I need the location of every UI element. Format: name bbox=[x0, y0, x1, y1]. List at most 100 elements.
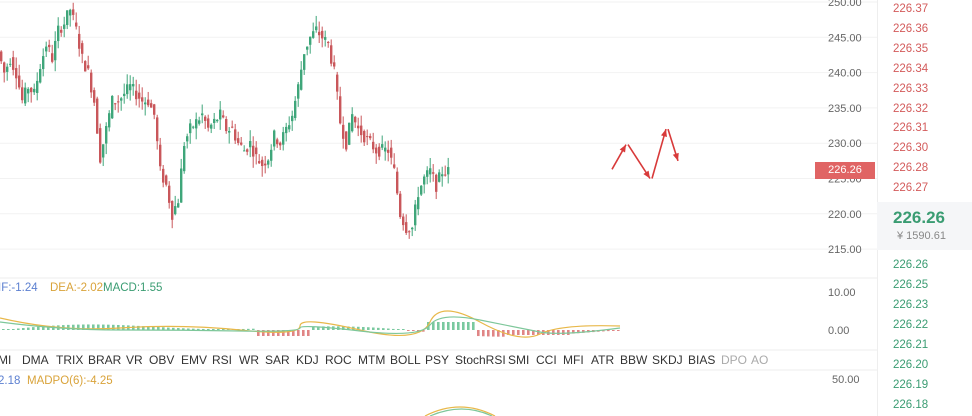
candle-body bbox=[312, 31, 315, 38]
candle-body bbox=[228, 130, 231, 133]
indicator-tab-wr[interactable]: WR bbox=[239, 353, 259, 367]
candle-body bbox=[297, 84, 300, 99]
ask-row[interactable]: 226.27 bbox=[893, 182, 929, 195]
candle-body bbox=[417, 197, 420, 210]
indicator-tab-mtm[interactable]: MTM bbox=[358, 353, 385, 367]
candle-body bbox=[111, 95, 114, 119]
indicator-tab-sar[interactable]: SAR bbox=[265, 353, 290, 367]
candle-body bbox=[399, 193, 402, 217]
bid-row[interactable]: 226.25 bbox=[893, 279, 929, 291]
bid-row[interactable]: 226.18 bbox=[893, 399, 929, 411]
macd-bar bbox=[22, 328, 25, 330]
indicator-tab-psy[interactable]: PSY bbox=[425, 353, 449, 367]
indicator-tab-boll[interactable]: BOLL bbox=[390, 353, 421, 367]
macd-bar bbox=[312, 326, 315, 330]
indicator-tab-rsi[interactable]: RSI bbox=[212, 353, 232, 367]
indicator-tab-vr[interactable]: VR bbox=[126, 353, 143, 367]
arrow-head bbox=[660, 129, 667, 138]
candle-body bbox=[144, 102, 147, 105]
indicator-tab-obv[interactable]: OBV bbox=[149, 353, 174, 367]
bid-row[interactable]: 226.22 bbox=[893, 319, 929, 331]
indicator-tab-stochrsi[interactable]: StochRSI bbox=[455, 353, 506, 367]
last-price-box: 226.26 ¥ 1590.61 bbox=[877, 202, 972, 250]
candle-body bbox=[36, 80, 39, 93]
indicator-tab-bbw[interactable]: BBW bbox=[620, 353, 648, 367]
macd-bar bbox=[617, 330, 620, 331]
macd-bar bbox=[362, 326, 365, 330]
macd-bar bbox=[212, 329, 215, 330]
price-tick-label: 220.00 bbox=[828, 209, 862, 221]
indicator-tab-dmi[interactable]: MI bbox=[0, 353, 11, 367]
candle-body bbox=[132, 84, 135, 87]
price-tick-label: 245.00 bbox=[828, 32, 862, 44]
bid-row[interactable]: 226.23 bbox=[893, 299, 929, 311]
indicator-tab-mfi[interactable]: MFI bbox=[563, 353, 584, 367]
indicator-tab-smi[interactable]: SMI bbox=[508, 353, 529, 367]
indicator-tab-brar[interactable]: BRAR bbox=[88, 353, 122, 367]
macd-bar bbox=[82, 324, 85, 330]
macd-bar bbox=[452, 322, 455, 330]
indicator-tab-dpo[interactable]: DPO bbox=[721, 353, 747, 367]
ask-row[interactable]: 226.32 bbox=[893, 102, 929, 115]
candle-body bbox=[267, 160, 270, 165]
macd-bar bbox=[172, 327, 175, 330]
candle-body bbox=[300, 69, 303, 90]
chart-canvas[interactable]: 250.00245.00240.00235.00230.00225.00220.… bbox=[0, 0, 877, 416]
ask-row[interactable]: 226.36 bbox=[893, 22, 929, 35]
indicator-tab-cci[interactable]: CCI bbox=[536, 353, 557, 367]
indicator-tab-kdj[interactable]: KDJ bbox=[296, 353, 319, 367]
price-tick-label: 230.00 bbox=[828, 138, 862, 150]
ask-row[interactable]: 226.31 bbox=[893, 122, 929, 135]
indicator-tab-skdj[interactable]: SKDJ bbox=[652, 353, 683, 367]
candle-body bbox=[246, 149, 249, 152]
candle-body bbox=[366, 136, 369, 138]
indicator-tab-roc[interactable]: ROC bbox=[325, 353, 352, 367]
indicator-tab-bias[interactable]: BIAS bbox=[688, 353, 715, 367]
candle-body bbox=[219, 109, 222, 120]
candle-body bbox=[75, 22, 78, 27]
candle-body bbox=[420, 185, 423, 195]
bid-row[interactable]: 226.21 bbox=[893, 339, 929, 351]
candle-body bbox=[432, 172, 435, 174]
indicator-tab-trix[interactable]: TRIX bbox=[56, 353, 83, 367]
macd-bar bbox=[602, 330, 605, 332]
ask-row[interactable]: 226.35 bbox=[893, 42, 929, 55]
macd-bar bbox=[482, 330, 485, 337]
candle-body bbox=[387, 149, 390, 153]
candle-body bbox=[258, 161, 261, 164]
macd-bar bbox=[317, 326, 320, 330]
macd-bar bbox=[97, 324, 100, 330]
candle-body bbox=[375, 147, 378, 154]
candle-body bbox=[180, 168, 183, 203]
candle-body bbox=[351, 114, 354, 132]
macd-bar bbox=[612, 330, 615, 331]
macd-bar bbox=[372, 327, 375, 330]
bid-row[interactable]: 226.20 bbox=[893, 359, 929, 371]
indicator-tab-atr[interactable]: ATR bbox=[591, 353, 614, 367]
macd-bar bbox=[552, 330, 555, 335]
candle-body bbox=[321, 30, 324, 39]
macd-bar bbox=[347, 326, 350, 330]
ask-row[interactable]: 226.37 bbox=[893, 3, 929, 15]
candle-body bbox=[45, 46, 48, 52]
macd-bar bbox=[382, 328, 385, 330]
candle-body bbox=[120, 98, 123, 101]
indicator-tab-dma[interactable]: DMA bbox=[22, 353, 49, 367]
candle-body bbox=[444, 174, 447, 176]
indicator-tab-emv[interactable]: EMV bbox=[181, 353, 207, 367]
ask-row[interactable]: 226.30 bbox=[893, 142, 929, 155]
ask-row[interactable]: 226.34 bbox=[893, 62, 929, 75]
candle-body bbox=[357, 125, 360, 129]
candle-body bbox=[381, 144, 384, 148]
ask-row[interactable]: 226.28 bbox=[893, 162, 929, 175]
ask-row[interactable]: 226.33 bbox=[893, 82, 929, 95]
candle-body bbox=[174, 206, 177, 215]
bid-row[interactable]: 226.26 bbox=[893, 259, 929, 271]
macd-bar bbox=[202, 328, 205, 330]
candle-body bbox=[384, 147, 387, 152]
bid-row[interactable]: 226.19 bbox=[893, 379, 929, 391]
indicator-tab-ao[interactable]: AO bbox=[751, 353, 768, 367]
candle-body bbox=[252, 145, 255, 157]
macd-bar bbox=[497, 330, 500, 337]
macd-bar bbox=[77, 324, 80, 330]
